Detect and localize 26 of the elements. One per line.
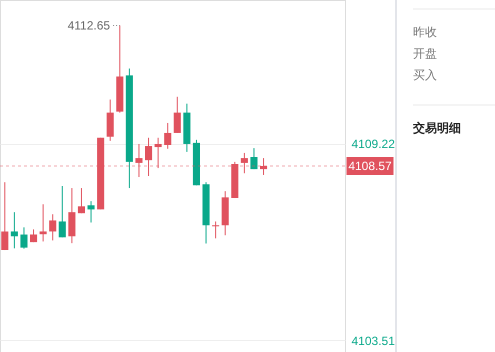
candlestick: [10, 212, 18, 249]
y-tick-label: 4109.22: [352, 137, 396, 152]
candlestick: [250, 148, 258, 170]
ref-line-label: 4108.57: [348, 159, 392, 174]
text: 开盘: [413, 46, 437, 60]
candlestick: [87, 200, 95, 223]
text: 昨收: [413, 25, 437, 39]
annotation: 4112.65: [68, 18, 110, 32]
candlestick: [260, 158, 268, 176]
candlestick: [240, 152, 248, 174]
candlestick: [20, 226, 28, 250]
candlestick: [58, 185, 66, 238]
text: 买入: [413, 68, 437, 82]
candlestick: [212, 220, 220, 239]
y-tick-label: 4103.51: [352, 334, 396, 348]
candlestick: [174, 96, 181, 134]
text: 交易明细: [412, 121, 461, 135]
candlestick: [49, 214, 56, 241]
candlestick: [135, 143, 143, 178]
candlestick: [144, 137, 152, 176]
candlestick: [78, 188, 86, 214]
candlestick: [30, 228, 38, 243]
candlestick: [164, 122, 172, 150]
candlestick: [40, 204, 47, 242]
candlestick: [1, 182, 8, 251]
candlestick: [154, 137, 162, 169]
